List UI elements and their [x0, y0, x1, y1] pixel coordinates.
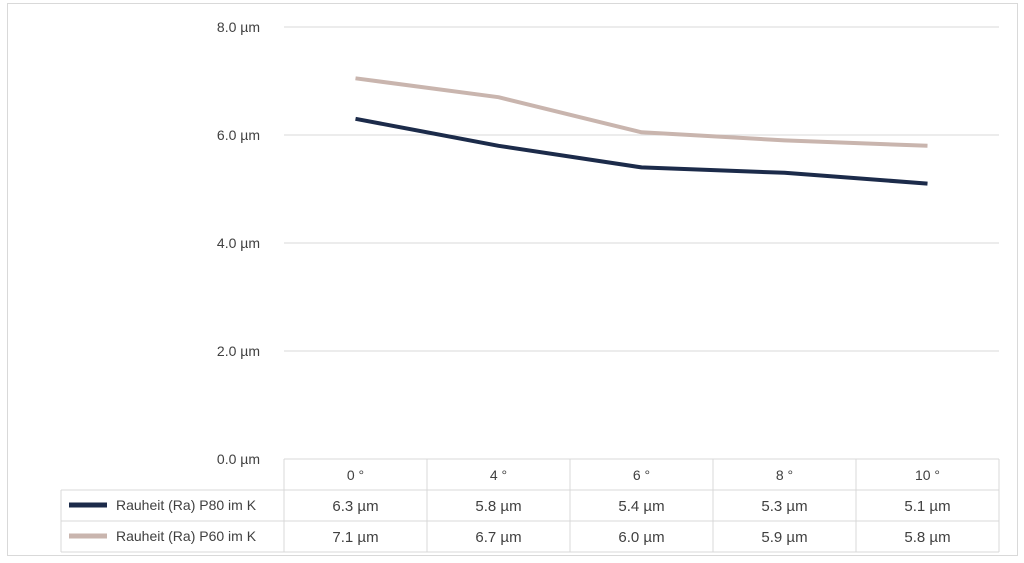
data-table-cell: 5.4 µm [618, 498, 664, 515]
data-table-cell: 5.8 µm [475, 498, 521, 515]
category-label: 10 ° [915, 467, 940, 483]
category-label: 0 ° [347, 467, 364, 483]
data-table-cell: 6.3 µm [332, 498, 378, 515]
line-chart: 0.0 µm 2.0 µm 4.0 µm 6.0 µm 8.0 µm 0 ° 4 ° 6 ° 8… [60, 19, 1000, 553]
data-table-cell: 5.8 µm [904, 529, 950, 546]
data-table-cell: 6.7 µm [475, 529, 521, 546]
y-tick-label: 0.0 µm [217, 451, 260, 467]
data-table-cell: 6.0 µm [618, 529, 664, 546]
legend-label: Rauheit (Ra) P60 im K [116, 528, 257, 544]
data-table-cell: 7.1 µm [332, 529, 378, 546]
data-table-cell: 5.3 µm [761, 498, 807, 515]
series-line [355, 116, 928, 186]
data-table-cell: 5.1 µm [904, 498, 950, 515]
chart-frame: 0.0 µm 2.0 µm 4.0 µm 6.0 µm 8.0 µm 0 ° 4 ° 6 ° 8… [7, 3, 1018, 556]
category-label: 4 ° [490, 467, 507, 483]
data-table-cell: 5.9 µm [761, 529, 807, 546]
y-tick-label: 6.0 µm [217, 127, 260, 143]
y-tick-label: 4.0 µm [217, 235, 260, 251]
category-label: 6 ° [633, 467, 650, 483]
category-label: 8 ° [776, 467, 793, 483]
y-tick-label: 2.0 µm [217, 343, 260, 359]
y-tick-label: 8.0 µm [217, 19, 260, 35]
legend-label: Rauheit (Ra) P80 im K [116, 497, 257, 513]
